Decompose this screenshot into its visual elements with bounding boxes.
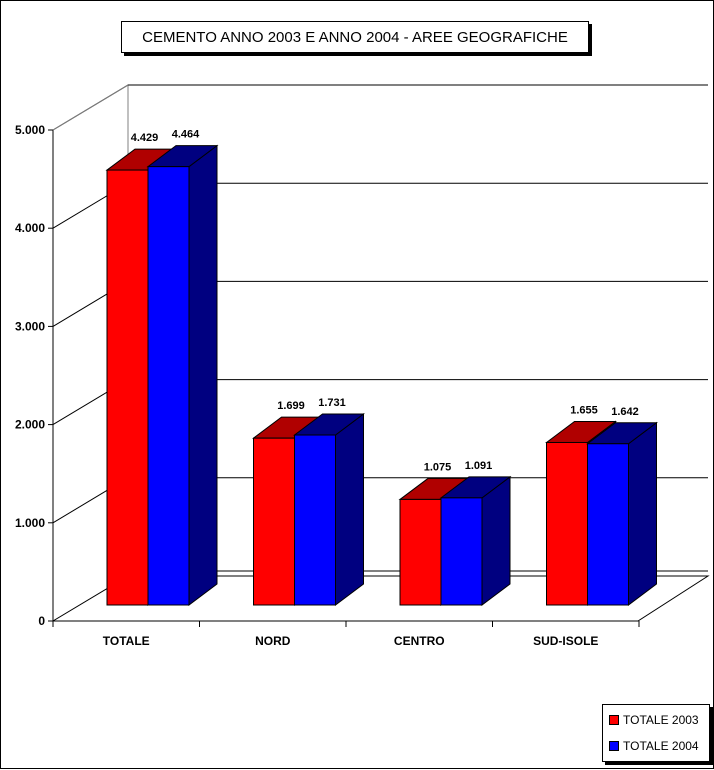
y-tick-label: 3.000 [15, 319, 45, 333]
x-tick-label: SUD-ISOLE [533, 634, 598, 648]
chart-title: CEMENTO ANNO 2003 E ANNO 2004 - AREE GEO… [121, 21, 589, 53]
legend-label-2004: TOTALE 2004 [623, 739, 699, 753]
legend-swatch-2004 [609, 741, 619, 751]
data-label: 1.642 [611, 406, 639, 418]
data-label: 1.699 [277, 400, 305, 412]
bar-2004-side [481, 475, 511, 606]
data-label: 4.464 [172, 129, 200, 141]
bar-2004-side [188, 144, 218, 606]
bar-2004 [440, 497, 483, 606]
bar-2004-side [628, 421, 657, 606]
data-label: 1.075 [424, 461, 452, 473]
x-tick-label: TOTALE [103, 634, 150, 648]
legend-item-2004: TOTALE 2004 [609, 738, 699, 754]
bar-2004 [147, 166, 190, 606]
y-axis-top-edge [52, 84, 129, 131]
bar-2003 [106, 169, 149, 606]
data-label: 1.091 [465, 460, 493, 472]
y-tick-label: 4.000 [15, 221, 45, 235]
legend-swatch-2003 [609, 715, 619, 725]
bar-2003 [253, 437, 295, 606]
legend-label-2003: TOTALE 2003 [623, 713, 699, 727]
bar-2004-side [335, 413, 364, 606]
bar-2003 [546, 441, 588, 606]
data-label: 1.731 [318, 397, 346, 409]
bar-2004 [587, 443, 629, 606]
bar-2003 [399, 498, 442, 606]
gridline [52, 84, 708, 131]
data-label: 4.429 [131, 132, 159, 144]
chart-legend: TOTALE 2003 TOTALE 2004 [602, 704, 710, 762]
data-label: 1.655 [570, 404, 598, 416]
x-tick-label: CENTRO [394, 634, 445, 648]
x-tick-label: NORD [255, 634, 291, 648]
y-tick-label: 0 [38, 614, 45, 628]
y-tick-label: 5.000 [15, 123, 45, 137]
y-tick-label: 1.000 [15, 516, 45, 530]
bar-2004 [294, 434, 336, 606]
legend-item-2003: TOTALE 2003 [609, 712, 699, 728]
y-tick-label: 2.000 [15, 418, 45, 432]
